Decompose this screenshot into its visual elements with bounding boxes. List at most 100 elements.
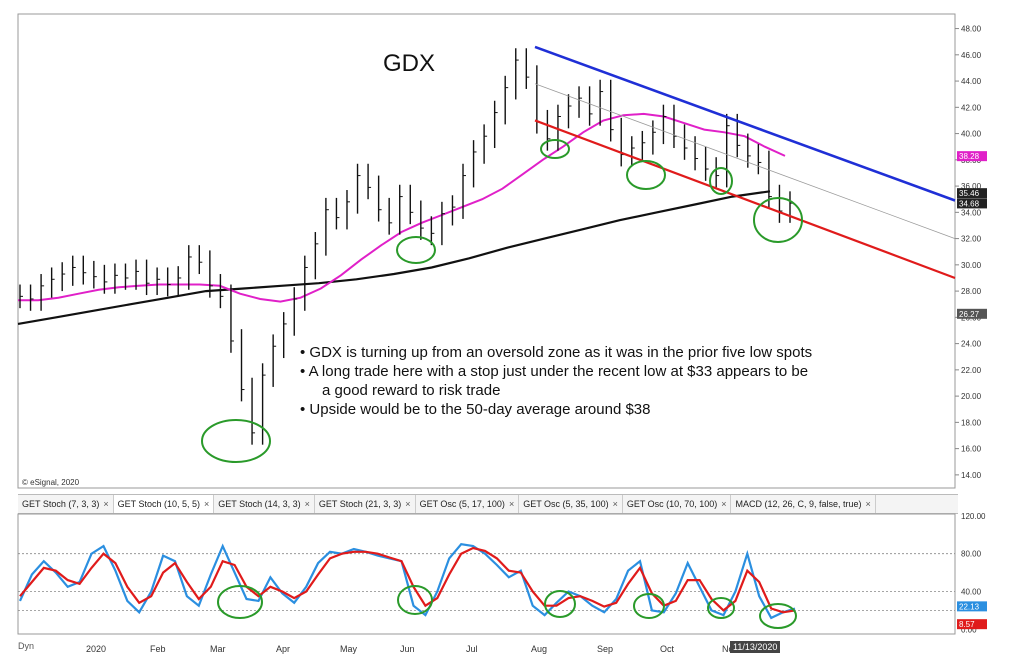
indicator-tab-8[interactable]: MACD (12, 26, C, 9, false, true) × — [731, 495, 876, 513]
osc-plot-area — [17, 513, 956, 635]
osc-axis-label: 120.00 — [961, 512, 986, 521]
cursor-date-label: 11/13/2020 — [730, 641, 781, 653]
x-axis-month-label: Apr — [276, 644, 290, 654]
indicator-tab-7[interactable]: GET Osc (10, 70, 100) × — [623, 495, 732, 513]
note-line-2: • A long trade here with a stop just und… — [300, 363, 809, 380]
indicator-tab-label: GET Osc (10, 70, 100) — [626, 499, 718, 509]
chart-ticker-title: GDX — [383, 50, 436, 77]
indicator-tab-label: GET Stoch (14, 3, 3) — [218, 499, 301, 509]
osc-axis-label: 80.00 — [961, 550, 982, 559]
oversold-circle — [201, 419, 271, 463]
x-axis-month-label: Feb — [150, 644, 166, 654]
close-icon[interactable]: × — [721, 499, 727, 509]
note-line-1: • GDX is turning up from an oversold zon… — [300, 344, 813, 361]
price-axis-label: 44.00 — [961, 77, 982, 86]
resistance-trendline — [534, 45, 956, 202]
indicator-tab-1[interactable]: GET Stoch (7, 3, 3) × — [18, 495, 114, 513]
analysis-notes: • GDX is turning up from an oversold zon… — [300, 343, 812, 419]
note-line-4: • Upside would be to the 50-day average … — [300, 401, 651, 418]
price-axis-label: 48.00 — [961, 25, 982, 34]
osc-value-tag — [957, 619, 987, 630]
x-axis-month-label: Jun — [400, 644, 415, 654]
osc-value-tag — [957, 601, 987, 612]
price-axis-label: 22.00 — [961, 366, 982, 375]
price-value-tag-label: 35.46 — [959, 189, 980, 198]
price-value-tag — [957, 308, 987, 319]
indicator-tab-4[interactable]: GET Stoch (21, 3, 3) × — [315, 495, 416, 513]
indicator-tab-6[interactable]: GET Osc (5, 35, 100) × — [519, 495, 623, 513]
price-axis-label: 36.00 — [961, 182, 982, 191]
oversold-circle — [709, 167, 733, 195]
price-plot-area — [17, 13, 956, 489]
price-value-tag-label: 34.68 — [959, 199, 980, 208]
close-icon[interactable]: × — [865, 499, 871, 509]
oscillator-chart[interactable]: 120.00 80.00 40.00 0.00 22.13 8.57 2020 Feb Mar A… — [0, 512, 1020, 668]
close-icon[interactable]: × — [508, 499, 515, 509]
close-icon[interactable]: × — [103, 499, 109, 509]
price-axis-label: 30.00 — [961, 261, 982, 270]
x-axis-month-label: 2020 — [86, 644, 106, 654]
price-value-tag — [957, 151, 987, 162]
osc-oversold-circle — [397, 585, 433, 615]
price-axis-label: 14.00 — [961, 471, 982, 480]
stoch-k-line — [18, 543, 796, 620]
osc-oversold-circle — [217, 585, 263, 619]
indicator-tab-bar: GET Stoch (7, 3, 3) × GET Stoch (10, 5, 5)… — [18, 494, 958, 514]
price-axis-label: 34.00 — [961, 208, 982, 217]
indicator-tab-5[interactable]: GET Osc (5, 17, 100) × — [416, 495, 520, 513]
midline-trendline — [534, 83, 956, 239]
oversold-circle — [396, 236, 436, 264]
ma50-line — [18, 112, 786, 303]
indicator-tab-label: GET Osc (5, 35, 100) — [523, 499, 609, 509]
price-axis-label: 46.00 — [961, 51, 982, 60]
indicator-tab-label: GET Stoch (21, 3, 3) — [318, 499, 402, 509]
osc-oversold-circle — [707, 597, 735, 619]
price-axis-label: 42.00 — [961, 103, 982, 112]
x-axis-month-label: Sep — [597, 644, 613, 654]
osc-oversold-circle — [544, 590, 576, 618]
price-value-tag — [957, 188, 987, 199]
price-axis-label: 16.00 — [961, 445, 982, 454]
note-line-3: a good reward to risk trade — [322, 382, 501, 399]
x-axis-month-label: Jul — [466, 644, 478, 654]
close-icon[interactable]: × — [204, 499, 210, 509]
indicator-tab-label: GET Stoch (7, 3, 3) — [22, 499, 100, 509]
price-value-tag-label: 38.28 — [959, 152, 980, 161]
close-icon[interactable]: × — [612, 499, 618, 509]
oversold-circle — [626, 160, 666, 190]
price-axis-label: 24.00 — [961, 340, 982, 349]
osc-value-tag-label: 22.13 — [959, 602, 980, 611]
price-axis-label: 18.00 — [961, 418, 982, 427]
osc-oversold-circle — [759, 603, 797, 629]
x-axis-month-label: Aug — [531, 644, 547, 654]
indicator-tab-label: GET Osc (5, 17, 100) — [419, 499, 505, 509]
price-chart[interactable]: 48.0046.0044.0042.0040.0038.0036.0034.00… — [0, 0, 1020, 490]
indicator-tab-2[interactable]: GET Stoch (10, 5, 5) × — [113, 495, 215, 513]
indicator-tab-label: GET Stoch (10, 5, 5) — [117, 499, 201, 509]
dyn-label[interactable]: Dyn — [18, 641, 35, 651]
price-axis-label: 32.00 — [961, 235, 982, 244]
price-value-tag — [957, 198, 987, 209]
osc-oversold-circle — [633, 593, 665, 619]
indicator-tab-label: MACD (12, 26, C, 9, false, true) — [735, 499, 862, 509]
price-axis-label: 40.00 — [961, 130, 982, 139]
indicator-tab-3[interactable]: GET Stoch (14, 3, 3) × — [214, 495, 315, 513]
price-value-tag-label: 26.27 — [959, 310, 980, 319]
copyright-label: © eSignal, 2020 — [22, 478, 80, 487]
x-axis-month-label: Oct — [660, 644, 675, 654]
oversold-circle — [540, 139, 570, 159]
stoch-d-line — [19, 546, 796, 614]
x-axis-month-label: May — [340, 644, 358, 654]
price-axis-label: 20.00 — [961, 392, 982, 401]
price-axis-label: 28.00 — [961, 287, 982, 296]
close-icon[interactable]: × — [405, 499, 411, 509]
osc-value-tag-label: 8.57 — [959, 620, 975, 629]
close-icon[interactable]: × — [304, 499, 310, 509]
osc-axis-label: 40.00 — [961, 587, 982, 596]
x-axis-month-label: Mar — [210, 644, 226, 654]
support-trendline — [534, 119, 956, 280]
ma200-line — [17, 190, 771, 325]
osc-axis-label: 0.00 — [961, 625, 977, 634]
oversold-circle — [753, 197, 803, 243]
